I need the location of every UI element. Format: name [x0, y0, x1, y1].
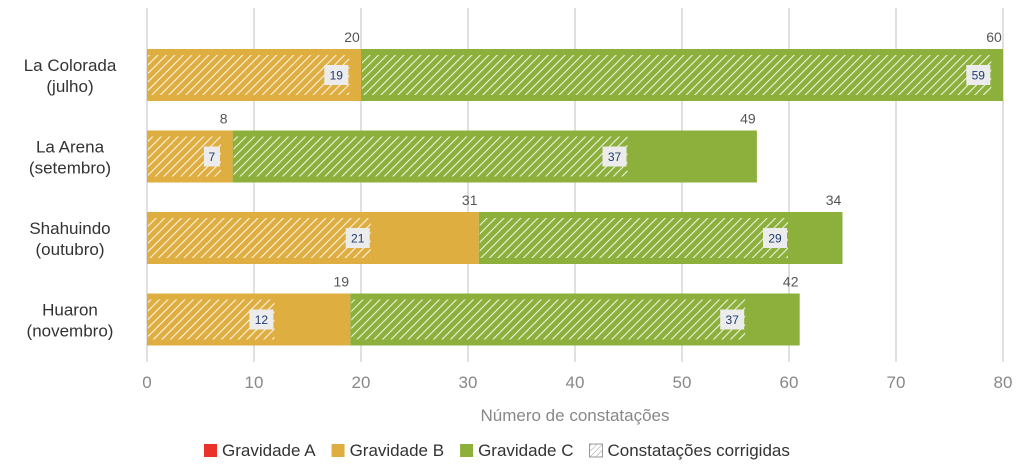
- legend-label: Gravidade C: [478, 441, 573, 460]
- labels: La Colorada (julho) 19 20 59 60 La Arena (setem…: [24, 29, 1002, 341]
- legend-swatch: [204, 444, 217, 457]
- corrected-hatch: [351, 299, 746, 340]
- x-tick-label: 80: [994, 373, 1013, 392]
- category-label: Huaron (novembro): [27, 301, 114, 341]
- legend: Gravidade A Gravidade B Gravidade C Constat…: [204, 441, 790, 460]
- corrected-label-box: [966, 65, 991, 85]
- x-tick-label: 20: [352, 373, 371, 392]
- corrected-label-box: [602, 146, 627, 167]
- corrected-hatch: [148, 218, 371, 258]
- category-label: La Arena (setembro): [29, 138, 111, 178]
- x-axis: 0 10 20 30 40 50 60 70 80 Número de constatações: [142, 373, 1012, 425]
- corrected-value-label: 21: [351, 232, 365, 246]
- total-value-label: 8: [220, 111, 228, 127]
- corrected-value-label: 19: [330, 69, 344, 83]
- total-value-label: 42: [783, 274, 799, 290]
- corrected-value-label: 29: [768, 232, 782, 246]
- legend-label: Gravidade B: [350, 441, 445, 460]
- bars: [147, 49, 1003, 346]
- x-tick-label: 60: [780, 373, 799, 392]
- corrected-hatch: [233, 136, 628, 177]
- category-label: Shahuindo (outubro): [29, 219, 110, 259]
- corrected-hatch: [479, 218, 788, 258]
- category-label: La Colorada (julho): [24, 56, 117, 96]
- corrected-value-label: 37: [608, 150, 622, 164]
- total-value-label: 31: [462, 192, 478, 208]
- x-tick-label: 30: [459, 373, 478, 392]
- x-tick-label: 70: [887, 373, 906, 392]
- total-value-label: 49: [740, 111, 756, 127]
- x-tick-label: 10: [245, 373, 264, 392]
- corrected-hatch: [362, 55, 992, 95]
- x-axis-title: Número de constatações: [481, 406, 670, 425]
- x-tick-label: 0: [142, 373, 151, 392]
- total-value-label: 19: [334, 274, 350, 290]
- legend-swatch: [331, 444, 345, 457]
- legend-swatch: [460, 444, 474, 457]
- corrected-label-box: [324, 65, 349, 85]
- corrected-label-box: [720, 309, 745, 330]
- corrected-hatch: [148, 55, 350, 95]
- legend-swatch-corrected: [589, 443, 603, 458]
- corrected-label-box: [345, 228, 370, 248]
- corrected-value-label: 37: [726, 313, 740, 327]
- corrected-label-box: [203, 146, 220, 167]
- legend-label-corrected: Constatações corrigidas: [608, 441, 790, 460]
- corrected-value-label: 12: [255, 313, 269, 327]
- x-tick-label: 50: [673, 373, 692, 392]
- x-tick-label: 40: [566, 373, 585, 392]
- corrected-value-label: 7: [209, 150, 216, 164]
- legend-label: Gravidade A: [222, 441, 316, 460]
- corrected-label-box: [763, 228, 787, 248]
- corrected-label-box: [249, 309, 274, 330]
- corrected-value-label: 59: [972, 69, 986, 83]
- total-value-label: 34: [826, 192, 842, 208]
- total-value-label: 20: [344, 29, 360, 45]
- total-value-label: 60: [986, 29, 1002, 45]
